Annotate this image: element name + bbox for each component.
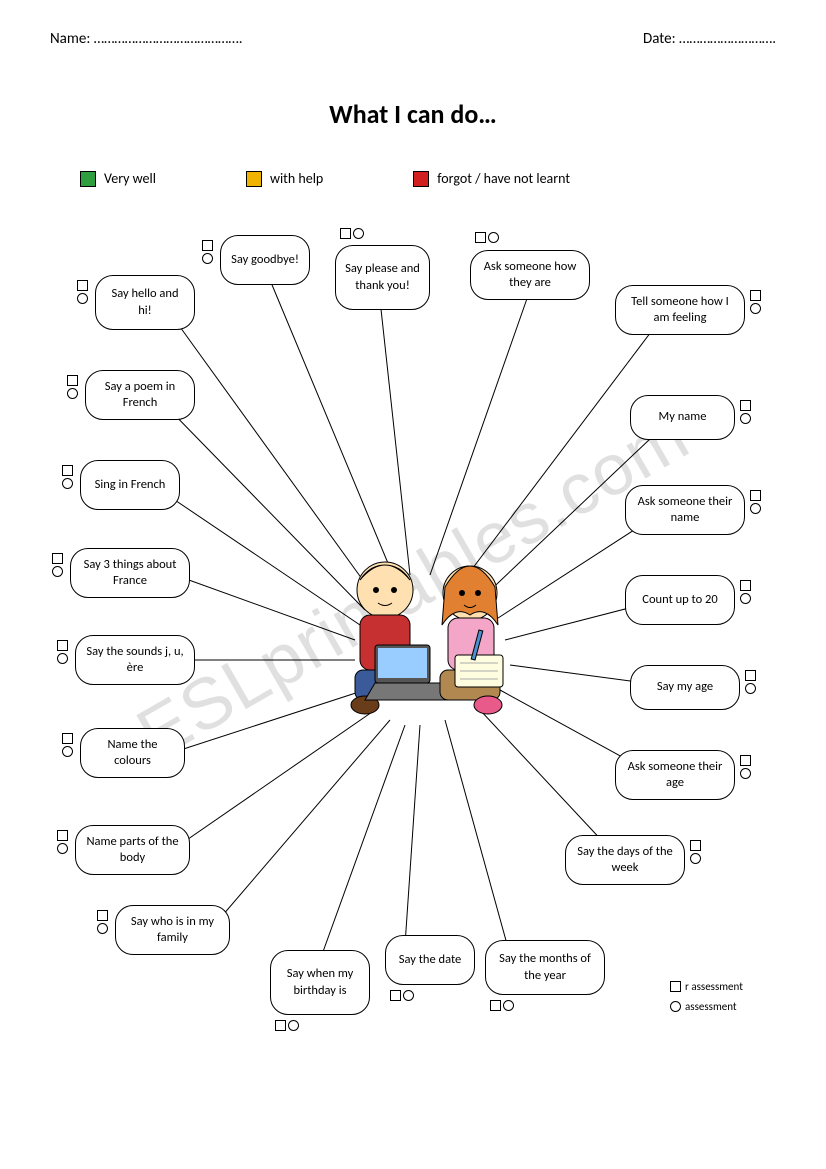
children-illustration (320, 545, 530, 725)
checks-b19[interactable] (275, 1020, 299, 1031)
legend-label-very-well: Very well (104, 170, 156, 187)
page-title: What I can do… (50, 98, 776, 130)
key-self-assessment: assessment (670, 1000, 737, 1013)
legend: Very well with help forgot / have not le… (80, 170, 776, 187)
bubble-sing-french: Sing in French (80, 460, 180, 510)
checks-b11[interactable] (740, 580, 751, 604)
bubble-3-things-france: Say 3 things about France (70, 548, 190, 598)
checks-b18[interactable] (97, 910, 108, 934)
swatch-yellow (246, 171, 262, 187)
bubble-my-name: My name (630, 395, 735, 440)
legend-forgot: forgot / have not learnt (413, 170, 570, 187)
legend-with-help: with help (246, 170, 323, 187)
bubble-ask-name: Ask someone their name (625, 485, 745, 535)
key-self-label: assessment (685, 1000, 737, 1013)
name-field[interactable]: Name: ……………………………………. (50, 30, 243, 48)
bubble-ask-age: Ask someone their age (615, 750, 735, 800)
checks-b12[interactable] (57, 640, 68, 664)
bubble-say-my-age: Say my age (630, 665, 740, 710)
header-line: Name: ……………………………………. Date: ………………………. (50, 30, 776, 48)
bubble-months-year: Say the months of the year (485, 940, 605, 995)
checks-b17[interactable] (690, 840, 701, 864)
bubble-say-goodbye: Say goodbye! (220, 235, 310, 285)
legend-label-forgot: forgot / have not learnt (437, 170, 570, 187)
legend-very-well: Very well (80, 170, 156, 187)
circle-icon (670, 1001, 681, 1012)
swatch-red (413, 171, 429, 187)
key-peer-label: r assessment (685, 980, 743, 993)
bubble-tell-feeling: Tell someone how I am feeling (615, 285, 745, 335)
date-field[interactable]: Date: ………………………. (643, 30, 776, 48)
bubble-poem-french: Say a poem in French (85, 370, 195, 420)
checks-b14[interactable] (62, 733, 73, 757)
worksheet-page: Name: ……………………………………. Date: ………………………. W… (0, 0, 826, 1169)
checks-b8[interactable] (62, 465, 73, 489)
bubble-please-thank-you: Say please and thank you! (335, 245, 430, 310)
checks-b15[interactable] (740, 755, 751, 779)
checks-b3[interactable] (340, 228, 364, 239)
checks-b7[interactable] (740, 400, 751, 424)
checks-b16[interactable] (57, 830, 68, 854)
legend-label-with-help: with help (270, 170, 323, 187)
checks-b1[interactable] (77, 280, 88, 304)
bubble-say-hello: Say hello and hi! (95, 275, 195, 330)
checks-b2[interactable] (202, 240, 213, 264)
swatch-green (80, 171, 96, 187)
bubble-say-date: Say the date (385, 935, 475, 985)
bubble-count-20: Count up to 20 (625, 575, 735, 625)
bubble-days-week: Say the days of the week (565, 835, 685, 885)
checks-b6[interactable] (67, 375, 78, 399)
key-peer-assessment: r assessment (670, 980, 743, 993)
bubble-sounds: Say the sounds j, u, ère (75, 635, 195, 685)
bubble-who-family: Say who is in my family (115, 905, 230, 955)
checks-b5[interactable] (750, 290, 761, 314)
checks-b10[interactable] (52, 553, 63, 577)
bubble-name-colours: Name the colours (80, 728, 185, 778)
bubble-parts-body: Name parts of the body (75, 825, 190, 875)
checks-b13[interactable] (745, 670, 756, 694)
checks-b20[interactable] (390, 990, 414, 1001)
checks-b21[interactable] (490, 1000, 514, 1011)
bubble-ask-how-are: Ask someone how they are (470, 250, 590, 300)
square-icon (670, 981, 681, 992)
bubble-birthday: Say when my birthday is (270, 950, 370, 1015)
checks-b9[interactable] (750, 490, 761, 514)
checks-b4[interactable] (475, 232, 499, 243)
